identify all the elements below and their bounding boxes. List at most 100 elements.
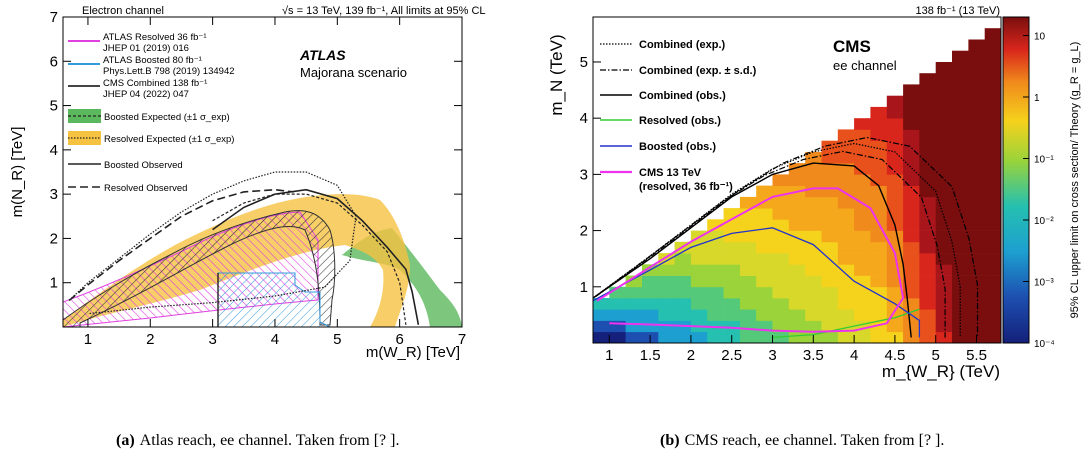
heatmap-cell: [952, 230, 969, 243]
heatmap-cell: [837, 241, 855, 254]
heatmap-cell: [968, 140, 986, 153]
heatmap-cell: [886, 241, 904, 254]
heatmap-cell: [952, 62, 969, 74]
heatmap-cell: [805, 208, 822, 220]
heatmap-cell: [739, 219, 757, 231]
resolved-observed-line: [68, 188, 294, 302]
heatmap-cell: [772, 275, 790, 288]
heatmap-cell: [935, 95, 953, 108]
caption-a-text: Atlas reach, ee channel. Taken from [? ]…: [140, 432, 400, 449]
heatmap-cell: [788, 230, 806, 243]
heatmap-cell: [788, 219, 806, 231]
heatmap-cell: [870, 196, 888, 209]
combined-observed-line: [593, 162, 912, 338]
y-tick-label: 2: [580, 223, 588, 240]
heatmap-cell: [935, 253, 953, 265]
heatmap-cell: [642, 309, 659, 321]
heatmap-cell: [756, 331, 773, 343]
resolved-observed-line: [772, 308, 920, 339]
heatmap-cell: [935, 62, 953, 74]
heatmap-cell: [903, 331, 920, 343]
heatmap-cell: [772, 264, 790, 276]
heatmap-cell: [658, 264, 675, 276]
legend-label: ATLAS Resolved 36 fb⁻¹: [103, 32, 207, 43]
heatmap-cell: [886, 208, 904, 220]
heatmap-cell: [952, 118, 969, 130]
heatmap-cell: [690, 264, 708, 276]
caption-a-label: (a): [116, 432, 135, 449]
heatmap-cell: [935, 286, 953, 299]
heatmap-cell: [658, 275, 675, 288]
heatmap-cell: [854, 174, 871, 186]
heatmap-cell: [854, 151, 871, 164]
heatmap-cell: [837, 174, 855, 186]
heatmap-cell: [837, 264, 855, 276]
heatmap-cell: [935, 230, 953, 243]
heatmap-cell: [919, 73, 937, 85]
y-tick-label: 7: [50, 9, 58, 26]
heatmap-cell: [772, 219, 790, 231]
heatmap-cell: [837, 196, 855, 209]
heatmap-cell: [952, 309, 969, 321]
atlas-top-right-label: √s = 13 TeV, 139 fb⁻¹, All limits at 95%…: [282, 5, 486, 17]
colorbar-tick-label: 10⁻¹: [1034, 155, 1054, 166]
heatmap-cell: [854, 208, 871, 220]
heatmap-cell: [707, 275, 724, 288]
heatmap-cell: [837, 140, 855, 153]
heatmap-cell: [952, 95, 969, 108]
heatmap-cell: [903, 84, 920, 96]
heatmap-cell: [919, 320, 937, 333]
heatmap-cell: [739, 230, 757, 243]
heatmap-cell: [903, 219, 920, 231]
heatmap-cell: [968, 320, 986, 333]
heatmap-cell: [805, 196, 822, 209]
heatmap-cell: [821, 151, 839, 164]
heatmap-cell: [854, 129, 871, 141]
heatmap-cell: [952, 331, 969, 343]
heatmap-cell: [674, 286, 692, 299]
heatmap-cell: [935, 106, 953, 119]
heatmap-cell: [952, 241, 969, 254]
heatmap-cell: [968, 106, 986, 119]
heatmap-cell: [919, 140, 937, 153]
heatmap-cell: [707, 298, 724, 310]
heatmap-cell: [756, 309, 773, 321]
heatmap-cell: [968, 264, 986, 276]
boosted-observed-line: [593, 227, 921, 338]
heatmap-cell: [658, 286, 675, 299]
y-tick-label: 1: [580, 279, 588, 296]
heatmap-cell: [968, 185, 986, 198]
heatmap-cell: [593, 331, 610, 343]
heatmap-cell: [870, 163, 888, 175]
heatmap-cell: [707, 219, 724, 231]
colorbar-tick-label: 10: [1034, 32, 1046, 43]
heatmap-cell: [739, 298, 757, 310]
heatmap-cell: [756, 208, 773, 220]
heatmap-cell: [805, 253, 822, 265]
heatmap-cell: [658, 298, 675, 310]
heatmap-cell: [837, 185, 855, 198]
heatmap-cell: [870, 151, 888, 164]
heatmap-cell: [886, 106, 904, 119]
heatmap-cell: [870, 140, 888, 153]
y-tick-label: 3: [50, 186, 58, 203]
heatmap-cell: [968, 163, 986, 175]
cms-experiment-label: CMS: [833, 37, 871, 56]
heatmap-cell: [952, 275, 969, 288]
heatmap-cell: [837, 320, 855, 333]
heatmap-cell: [952, 140, 969, 153]
heatmap-cell: [935, 264, 953, 276]
heatmap-cell: [935, 331, 953, 343]
heatmap-cell: [772, 241, 790, 254]
heatmap-cell: [723, 241, 741, 254]
heatmap-cell: [935, 84, 953, 96]
heatmap-cell: [854, 163, 871, 175]
heatmap-cell: [886, 309, 904, 321]
heatmap-cell: [821, 185, 839, 198]
heatmap-cell: [968, 151, 986, 164]
heatmap-cell: [707, 331, 724, 343]
heatmap-cell: [968, 129, 986, 141]
heatmap-cell: [805, 241, 822, 254]
x-tick-label: 1: [84, 331, 92, 348]
heatmap-cell: [984, 174, 1001, 186]
